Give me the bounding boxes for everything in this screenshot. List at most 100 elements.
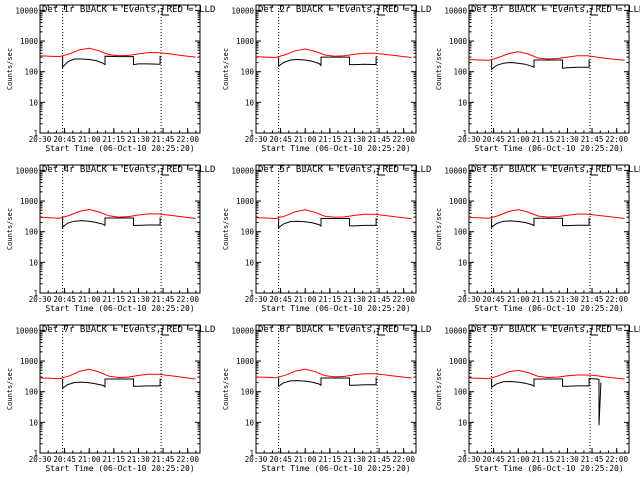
x-tick-label: 22:00 [176, 455, 199, 464]
y-axis-label: Counts/sec [6, 48, 14, 90]
x-tick-label: 21:15 [103, 295, 126, 304]
panel-title: Det 2r BLACK = Events, RED = LLD [258, 5, 431, 15]
panel-det-8: Det 8r BLACK = Events, RED = LLD 1 10 100 10… [222, 324, 431, 473]
y-tick-label: 10 [458, 258, 468, 267]
y-axis-label: Counts/sec [6, 208, 14, 250]
x-tick-label: 21:00 [294, 135, 317, 144]
y-axis-label: Counts/sec [6, 368, 14, 410]
x-tick-label: 21:00 [507, 295, 530, 304]
corner-marker [377, 8, 386, 16]
y-axis-label: Counts/sec [435, 48, 443, 90]
y-tick-label: 10000 [444, 166, 467, 175]
panel-title: Det 1r BLACK = Events, RED = LLD [42, 5, 215, 15]
y-tick-label: 1 [462, 449, 467, 458]
events-series-line [278, 56, 377, 68]
y-axis-label: Counts/sec [222, 208, 230, 250]
y-tick-label: 10000 [15, 6, 38, 15]
events-series-line [491, 217, 590, 229]
x-tick-label: 21:00 [294, 295, 317, 304]
x-tick-label: 20:45 [269, 135, 292, 144]
x-tick-label: 21:30 [343, 455, 366, 464]
x-tick-label: 22:00 [392, 295, 415, 304]
plot-frame [39, 164, 201, 294]
x-tick-label: 21:45 [368, 135, 391, 144]
x-axis-label: Start Time (06-Oct-10 20:25:20) [45, 304, 194, 313]
y-tick-label: 100 [453, 388, 467, 397]
corner-marker [590, 168, 599, 176]
x-tick-label: 21:15 [319, 135, 342, 144]
panel-det-5: Det 5r BLACK = Events, RED = LLD 1 10 100 10… [222, 164, 431, 313]
x-tick-label: 21:15 [532, 135, 555, 144]
x-axis-label: Start Time (06-Oct-10 20:25:20) [45, 144, 194, 153]
panel-title: Det 4r BLACK = Events, RED = LLD [42, 165, 215, 175]
x-tick-label: 20:30 [29, 135, 52, 144]
panel-det-1: Det 1r BLACK = Events, RED = LLD 1 10 100 10… [6, 4, 215, 153]
y-tick-label: 100 [453, 68, 467, 77]
panel-title: Det 6r BLACK = Events, RED = LLD [471, 165, 640, 175]
events-series-line [491, 59, 590, 71]
y-axis-label: Counts/sec [222, 48, 230, 90]
x-tick-label: 21:15 [319, 455, 342, 464]
y-tick-label: 100 [453, 228, 467, 237]
y-tick-label: 10000 [444, 326, 467, 335]
x-axis-label: Start Time (06-Oct-10 20:25:20) [45, 464, 194, 473]
x-tick-label: 20:45 [53, 135, 76, 144]
x-tick-label: 21:45 [581, 295, 604, 304]
x-axis-label: Start Time (06-Oct-10 20:25:20) [261, 304, 410, 313]
lld-series-line [468, 209, 625, 219]
x-tick-label: 22:00 [605, 295, 628, 304]
x-tick-label: 20:45 [269, 455, 292, 464]
y-tick-label: 10000 [15, 166, 38, 175]
plot-frame [255, 324, 417, 454]
y-tick-label: 10 [458, 418, 468, 427]
y-tick-label: 10000 [231, 6, 254, 15]
x-tick-label: 21:15 [103, 135, 126, 144]
y-tick-label: 1000 [236, 37, 255, 46]
corner-marker [161, 8, 170, 16]
x-tick-label: 22:00 [176, 295, 199, 304]
x-tick-label: 21:00 [78, 455, 101, 464]
events-series-line [278, 377, 377, 388]
x-tick-label: 22:00 [392, 455, 415, 464]
panel-title: Det 5r BLACK = Events, RED = LLD [258, 165, 431, 175]
plot-frame [39, 4, 201, 134]
corner-marker [590, 328, 599, 336]
y-tick-label: 100 [24, 228, 38, 237]
x-tick-label: 20:30 [245, 295, 268, 304]
x-tick-label: 20:30 [29, 295, 52, 304]
corner-marker [377, 168, 386, 176]
x-tick-label: 20:30 [245, 135, 268, 144]
y-tick-label: 1 [33, 449, 38, 458]
x-tick-label: 20:30 [458, 135, 481, 144]
x-tick-label: 20:45 [482, 135, 505, 144]
lld-series-line [39, 47, 196, 58]
events-series-line [278, 218, 377, 229]
panel-det-9: Det 9r BLACK = Events, RED = LLD 1 10 100 10… [435, 324, 640, 473]
events-series-line [62, 378, 161, 390]
y-axis-label: Counts/sec [222, 368, 230, 410]
panel-title: Det 7r BLACK = Events, RED = LLD [42, 325, 215, 335]
y-tick-label: 10000 [231, 326, 254, 335]
y-tick-label: 10 [29, 258, 39, 267]
y-tick-label: 1000 [236, 197, 255, 206]
x-axis-label: Start Time (06-Oct-10 20:25:20) [261, 144, 410, 153]
x-tick-label: 21:45 [152, 295, 175, 304]
y-tick-label: 100 [24, 68, 38, 77]
panel-title: Det 3r BLACK = Events, RED = LLD [471, 5, 640, 15]
x-axis-label: Start Time (06-Oct-10 20:25:20) [474, 304, 623, 313]
lld-series-line [468, 369, 625, 380]
x-tick-label: 21:45 [581, 455, 604, 464]
x-tick-label: 21:30 [127, 455, 150, 464]
corner-marker [377, 328, 386, 336]
y-tick-label: 100 [240, 68, 254, 77]
y-tick-label: 10 [245, 98, 255, 107]
x-tick-label: 20:30 [458, 295, 481, 304]
y-tick-label: 1000 [20, 37, 39, 46]
x-tick-label: 21:30 [343, 295, 366, 304]
y-tick-label: 10 [245, 418, 255, 427]
panel-title: Det 9r BLACK = Events, RED = LLD [471, 325, 640, 335]
x-tick-label: 21:30 [556, 455, 579, 464]
x-tick-label: 21:00 [78, 135, 101, 144]
